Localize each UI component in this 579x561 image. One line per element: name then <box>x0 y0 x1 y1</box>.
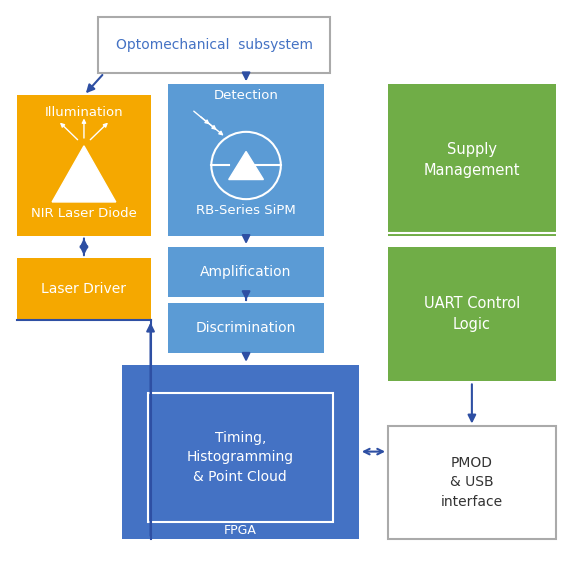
Text: RB-Series SiPM: RB-Series SiPM <box>196 204 296 217</box>
Polygon shape <box>52 146 116 202</box>
Text: UART Control
Logic: UART Control Logic <box>424 296 520 332</box>
Text: Laser Driver: Laser Driver <box>42 282 126 296</box>
Text: PMOD
& USB
interface: PMOD & USB interface <box>441 456 503 509</box>
FancyBboxPatch shape <box>17 95 151 236</box>
Text: Timing,
Histogramming
& Point Cloud: Timing, Histogramming & Point Cloud <box>186 431 294 484</box>
FancyBboxPatch shape <box>168 247 324 297</box>
FancyBboxPatch shape <box>168 303 324 353</box>
Text: Supply
Management: Supply Management <box>424 142 520 178</box>
Text: Detection: Detection <box>214 89 278 102</box>
FancyBboxPatch shape <box>168 84 324 236</box>
FancyBboxPatch shape <box>148 393 333 522</box>
Text: FPGA: FPGA <box>224 523 256 537</box>
FancyBboxPatch shape <box>17 258 151 320</box>
FancyBboxPatch shape <box>388 426 556 539</box>
FancyBboxPatch shape <box>388 84 556 236</box>
Text: Illumination: Illumination <box>45 105 123 119</box>
Text: Optomechanical  subsystem: Optomechanical subsystem <box>116 38 313 52</box>
FancyBboxPatch shape <box>98 17 330 73</box>
Text: NIR Laser Diode: NIR Laser Diode <box>31 206 137 220</box>
Polygon shape <box>229 151 263 180</box>
Text: Discrimination: Discrimination <box>196 321 296 335</box>
Text: Amplification: Amplification <box>200 265 292 279</box>
FancyBboxPatch shape <box>388 247 556 381</box>
FancyBboxPatch shape <box>122 365 359 539</box>
